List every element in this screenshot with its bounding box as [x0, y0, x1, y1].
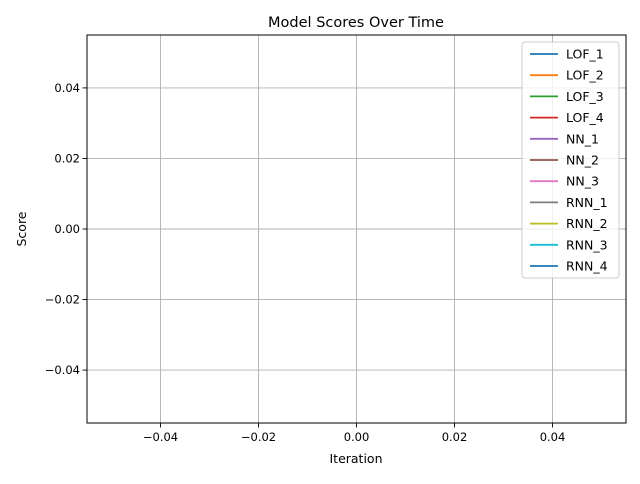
legend-label-nn-2: NN_2 [566, 153, 599, 168]
legend-box [521, 41, 620, 279]
y-tick-label: 0.00 [54, 222, 80, 236]
legend-label-lof-2: LOF_2 [566, 68, 604, 83]
legend-label-lof-3: LOF_3 [566, 89, 604, 104]
y-tick-label: 0.02 [54, 151, 80, 165]
x-tick-label: −0.04 [143, 430, 178, 444]
x-tick-label: 0.02 [442, 430, 468, 444]
y-tick-label: −0.04 [45, 363, 80, 377]
legend-label-rnn-3: RNN_3 [566, 237, 608, 252]
legend-label-lof-4: LOF_4 [566, 110, 604, 125]
x-tick-label: 0.00 [344, 430, 370, 444]
y-axis-label: Score [14, 211, 29, 246]
legend-label-rnn-4: RNN_4 [566, 259, 608, 274]
legend-label-nn-1: NN_1 [566, 131, 599, 146]
legend: LOF_1 LOF_2 LOF_3 LOF_4 NN_1 NN_2 NN_3 RNN_1 RNN… [521, 41, 620, 279]
legend-label-rnn-1: RNN_1 [566, 195, 608, 210]
x-tick-label: −0.02 [241, 430, 276, 444]
legend-label-lof-1: LOF_1 [566, 47, 604, 62]
x-axis-ticks: −0.04 −0.02 0.00 0.02 0.04 [143, 423, 565, 444]
y-axis-ticks: −0.04 −0.02 0.00 0.02 0.04 [45, 81, 87, 377]
legend-label-rnn-2: RNN_2 [566, 216, 608, 231]
x-tick-label: 0.04 [540, 430, 566, 444]
y-tick-label: 0.04 [54, 81, 80, 95]
chart-title: Model Scores Over Time [268, 15, 444, 31]
y-tick-label: −0.02 [45, 293, 80, 307]
x-axis-label: Iteration [329, 451, 382, 466]
legend-label-nn-3: NN_3 [566, 174, 599, 189]
